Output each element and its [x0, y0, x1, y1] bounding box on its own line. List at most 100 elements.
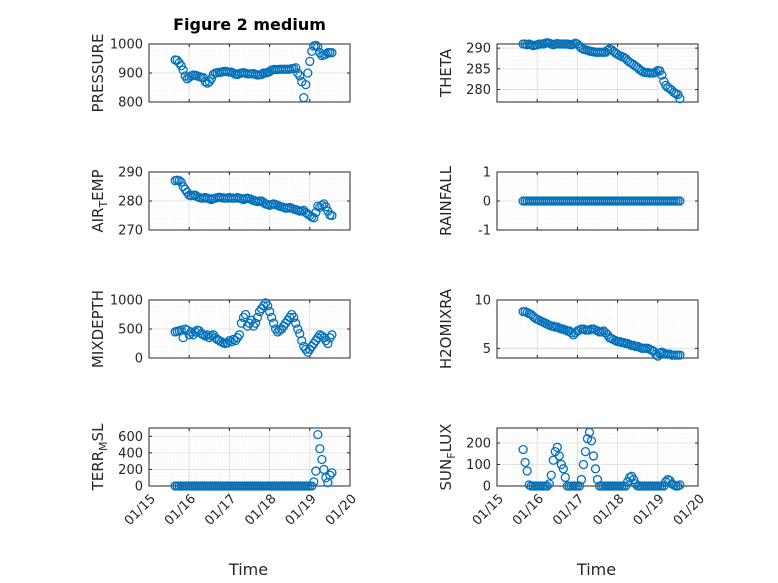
x-tick-label: 01/20: [323, 492, 360, 529]
y-tick-label: 270: [118, 224, 143, 239]
data-point: [252, 312, 263, 323]
data-point: [327, 48, 337, 58]
data-point: [317, 200, 327, 211]
y-axis-label: THETA: [437, 48, 455, 98]
data-point: [675, 480, 685, 490]
data-point: [204, 77, 214, 87]
y-tick-label: 0: [135, 480, 143, 495]
axes-box: [148, 427, 351, 487]
subplot-air-temp: 270 280 290 AIRTEMP: [89, 166, 351, 239]
y-tick-label: 10: [474, 294, 491, 309]
data-point: [675, 350, 685, 360]
y-tick-label: 1000: [110, 38, 143, 53]
y-tick-label: 900: [118, 67, 143, 82]
data-point: [262, 301, 273, 311]
series-markers: [518, 38, 685, 104]
data-point: [592, 474, 603, 485]
data-point: [560, 472, 570, 483]
data-point: [317, 454, 327, 465]
data-point: [542, 481, 552, 491]
x-tick-label: 01/15: [122, 492, 159, 529]
data-point: [305, 56, 315, 67]
data-point: [291, 63, 301, 73]
data-point: [588, 451, 599, 461]
subplot-sun-flux: 0 100 200 SUNFLUX 01/15 01/16 01/17 01/18 01/19 0…: [437, 424, 708, 579]
y-tick-label: 200: [118, 463, 143, 478]
data-point: [327, 330, 337, 340]
subplot-theta: 280 285 290 THETA: [437, 38, 699, 104]
series-markers: [518, 427, 685, 491]
data-point: [311, 40, 321, 51]
y-tick-label: 290: [466, 42, 491, 57]
data-point: [325, 470, 335, 480]
data-point: [552, 442, 562, 452]
data-point: [258, 301, 269, 311]
data-point: [291, 318, 301, 328]
data-point: [232, 333, 243, 343]
x-tick-label: 01/17: [202, 492, 239, 529]
data-point: [544, 479, 554, 489]
data-point: [323, 478, 333, 488]
y-axis-label: RAINFALL: [437, 165, 455, 236]
data-point: [313, 42, 323, 52]
y-axis-label: TERRMSL: [89, 423, 110, 492]
series-markers: [170, 298, 337, 357]
data-point: [629, 474, 639, 485]
data-point: [584, 427, 595, 437]
data-point: [574, 481, 585, 491]
data-point: [174, 58, 184, 68]
data-point: [554, 451, 564, 461]
data-point: [297, 335, 307, 346]
y-tick-label: 500: [118, 323, 143, 338]
chart-title: Figure 2 medium: [173, 15, 326, 34]
data-point: [268, 318, 279, 328]
y-axis-label: AIRTEMP: [89, 169, 110, 232]
series-markers: [518, 196, 685, 206]
x-axis-label: Time: [228, 560, 268, 579]
data-point: [520, 457, 530, 468]
x-tick-label: 01/17: [550, 492, 587, 529]
data-point: [661, 477, 671, 487]
data-point: [285, 312, 295, 323]
y-tick-label: 0: [483, 195, 491, 210]
data-point: [287, 309, 297, 320]
series-markers: [170, 429, 337, 491]
data-point: [590, 464, 601, 474]
data-point: [260, 298, 271, 308]
data-point: [309, 477, 319, 487]
data-point: [602, 45, 613, 55]
axes-box: [496, 299, 699, 359]
y-axis-label: PRESSURE: [89, 34, 107, 113]
data-point: [176, 61, 186, 71]
data-point: [580, 446, 591, 457]
data-point: [518, 444, 528, 455]
data-point: [289, 312, 299, 323]
data-point: [178, 65, 188, 75]
y-tick-label: 400: [118, 446, 143, 461]
data-point: [558, 464, 568, 474]
subplot-rainfall: -1 0 1 RAINFALL: [437, 165, 699, 239]
data-point: [176, 177, 186, 187]
y-tick-label: 280: [118, 195, 143, 210]
data-point: [234, 330, 245, 340]
x-tick-label: 01/19: [283, 492, 320, 529]
data-point: [327, 210, 337, 221]
y-tick-label: 600: [118, 430, 143, 445]
data-point: [327, 468, 337, 478]
data-point: [250, 318, 261, 328]
data-point: [321, 49, 331, 59]
y-tick-label: 290: [118, 166, 143, 181]
y-tick-label: 800: [118, 96, 143, 111]
y-tick-label: 0: [135, 352, 143, 367]
data-point: [675, 94, 685, 104]
data-point: [266, 312, 277, 323]
data-point: [309, 213, 319, 223]
x-tick-label: 01/16: [162, 492, 199, 529]
data-point: [556, 459, 566, 470]
data-point: [238, 312, 249, 323]
y-tick-label: 100: [466, 458, 491, 473]
data-point: [311, 466, 321, 476]
